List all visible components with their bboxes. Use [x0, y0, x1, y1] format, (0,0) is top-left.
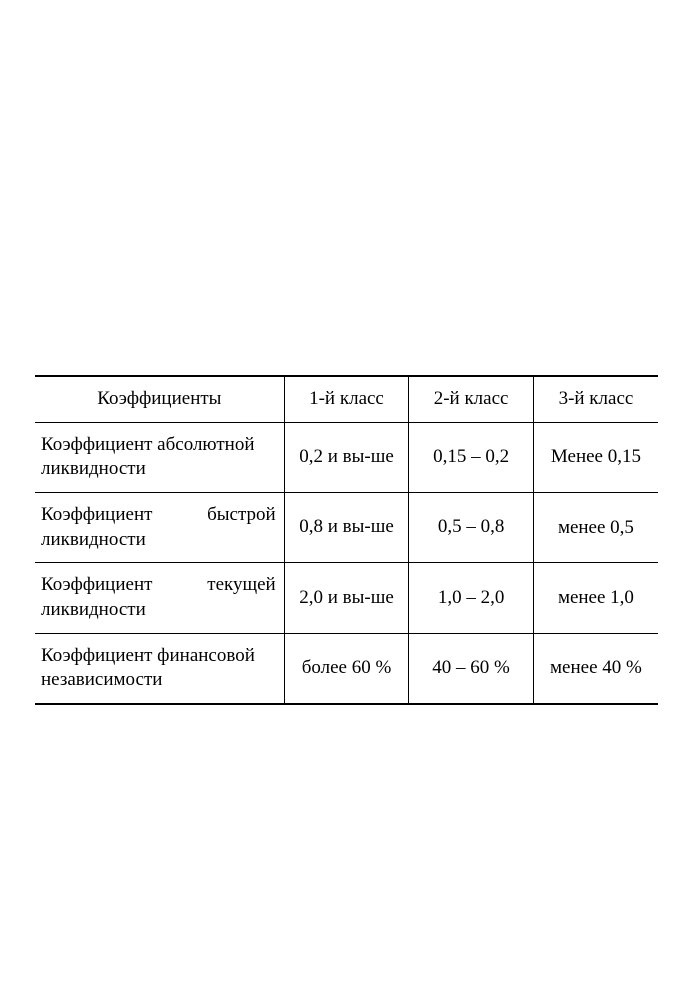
liquidity-table: Коэффициенты 1-й класс 2-й класс 3-й кла…	[35, 375, 658, 705]
cell-class1: 0,2 и вы-ше	[284, 422, 409, 492]
coef-text-line1: Коэффициент финансовой	[41, 645, 255, 666]
cell-class2: 40 – 60 %	[409, 633, 534, 704]
table-row: Коэффициент быстрой ликвидности 0,8 и вы…	[35, 492, 658, 562]
col-header-class1: 1-й класс	[284, 376, 409, 422]
cell-class1: 0,8 и вы-ше	[284, 492, 409, 562]
coef-text-line2: независимости	[41, 669, 162, 690]
col-header-class2: 2-й класс	[409, 376, 534, 422]
table-header-row: Коэффициенты 1-й класс 2-й класс 3-й кла…	[35, 376, 658, 422]
cell-coef: Коэффициент быстрой ликвидности	[35, 492, 284, 562]
coef-text-line2: ликвидности	[41, 458, 146, 479]
coef-text-line2: ликвидности	[41, 599, 146, 620]
col-header-class3: 3-й класс	[533, 376, 658, 422]
cell-coef: Коэффициент финансовой независимости	[35, 633, 284, 704]
cell-class3: менее 1,0	[533, 563, 658, 633]
cell-coef: Коэффициент текущей ликвидности	[35, 563, 284, 633]
table-row: Коэффициент абсолютной ликвидности 0,2 и…	[35, 422, 658, 492]
liquidity-table-container: Коэффициенты 1-й класс 2-й класс 3-й кла…	[35, 375, 658, 705]
cell-class3: менее 40 %	[533, 633, 658, 704]
cell-class3: Менее 0,15	[533, 422, 658, 492]
coef-text-line2: ликвидности	[41, 529, 146, 550]
coef-text-line1b: быстрой	[207, 503, 276, 528]
cell-class2: 0,5 – 0,8	[409, 492, 534, 562]
coef-text-line1a: Коэффициент	[41, 503, 152, 528]
coef-text-line1: Коэффициент абсолютной	[41, 434, 255, 455]
coef-text-line1a: Коэффициент	[41, 573, 152, 598]
table-row: Коэффициент текущей ликвидности 2,0 и вы…	[35, 563, 658, 633]
col-header-coef: Коэффициенты	[35, 376, 284, 422]
cell-class1: 2,0 и вы-ше	[284, 563, 409, 633]
cell-class3: менее 0,5	[533, 492, 658, 562]
table-row: Коэффициент финансовой независимости бол…	[35, 633, 658, 704]
cell-coef: Коэффициент абсолютной ликвидности	[35, 422, 284, 492]
cell-class2: 1,0 – 2,0	[409, 563, 534, 633]
cell-class1: более 60 %	[284, 633, 409, 704]
cell-class2: 0,15 – 0,2	[409, 422, 534, 492]
coef-text-line1b: текущей	[207, 573, 275, 598]
